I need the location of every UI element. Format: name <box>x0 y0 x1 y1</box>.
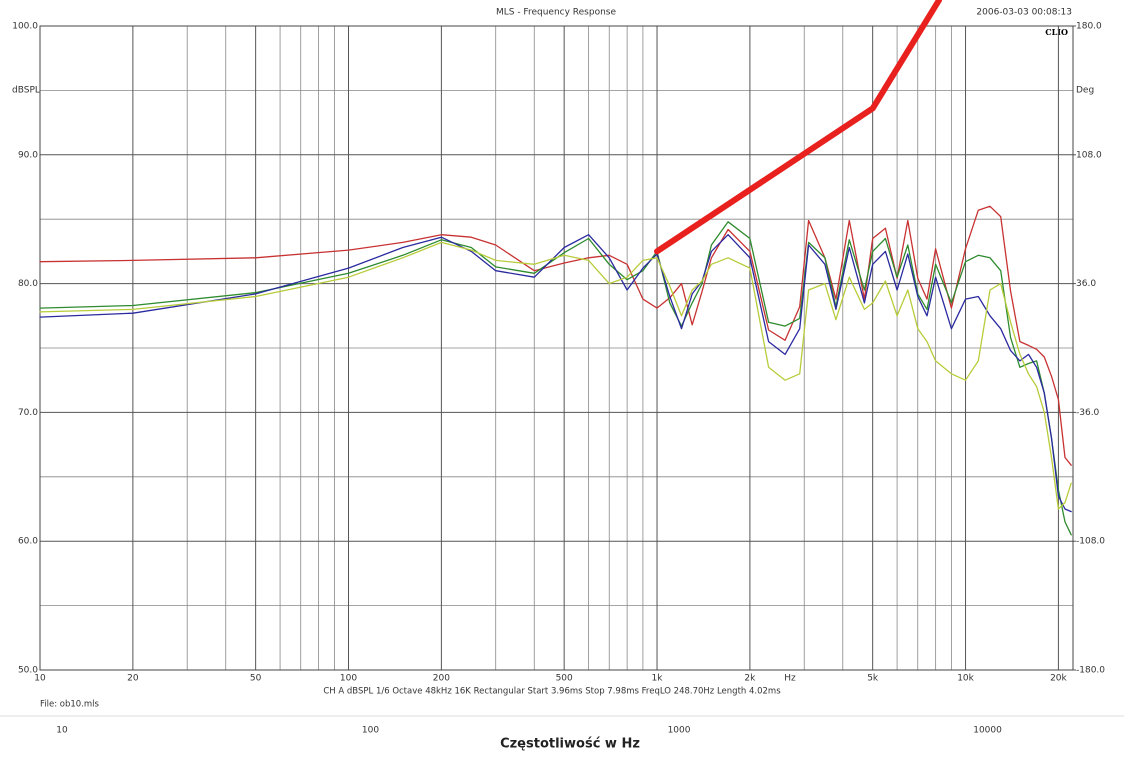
x-tick-label: 100 <box>340 674 357 684</box>
x-tick-label: 10k <box>957 674 974 684</box>
x-tick-label: 20k <box>1050 674 1067 684</box>
y-axis-label: dBSPL <box>12 86 40 96</box>
y2-axis-label: Deg <box>1076 86 1094 96</box>
y2-tick-label: 36.0 <box>1076 279 1096 289</box>
x-tick-label: 200 <box>433 674 450 684</box>
y-tick-label: 50.0 <box>18 666 38 676</box>
plot-frame <box>39 25 1074 671</box>
x-tick-label: 2k <box>744 674 756 684</box>
chart-title: MLS - Frequency Response <box>496 8 617 18</box>
x2-tick-label: 100 <box>362 726 379 736</box>
x-tick-label: 500 <box>556 674 573 684</box>
file-label: File: ob10.mls <box>40 700 100 710</box>
y-tick-label: 80.0 <box>18 279 38 289</box>
x-tick-label: 10 <box>34 674 46 684</box>
y2-tick-label: -108.0 <box>1076 537 1105 547</box>
y-tick-label: 60.0 <box>18 537 38 547</box>
series-line <box>39 241 1072 510</box>
y2-tick-label: -180.0 <box>1076 666 1105 676</box>
y-tick-label: 100.0 <box>12 22 38 32</box>
x-tick-label: 20 <box>127 674 139 684</box>
footer: CH A dBSPL 1/6 Octave 48kHz 16K Rectangu… <box>323 687 781 697</box>
x2-axis-label: Częstotliwość w Hz <box>500 737 640 752</box>
x2-tick-label: 10000 <box>973 726 1002 736</box>
series-line <box>654 0 942 255</box>
y2-tick-label: -36.0 <box>1076 408 1100 418</box>
y2-tick-label: 180.0 <box>1076 22 1102 32</box>
brand: CLIO <box>1045 27 1068 37</box>
x-tick-label: 1k <box>652 674 664 684</box>
series-line <box>39 234 1072 513</box>
y-tick-label: 70.0 <box>18 408 38 418</box>
y-tick-label: 90.0 <box>18 150 38 160</box>
y2-tick-label: 108.0 <box>1076 150 1102 160</box>
x-tick-label: 5k <box>867 674 879 684</box>
x2-tick-label: 10 <box>56 726 68 736</box>
date: 2006-03-03 00:08:13 <box>976 8 1072 18</box>
x2-tick-label: 1000 <box>668 726 691 736</box>
x-axis-label: Hz <box>784 674 796 684</box>
x-tick-label: 50 <box>250 674 262 684</box>
